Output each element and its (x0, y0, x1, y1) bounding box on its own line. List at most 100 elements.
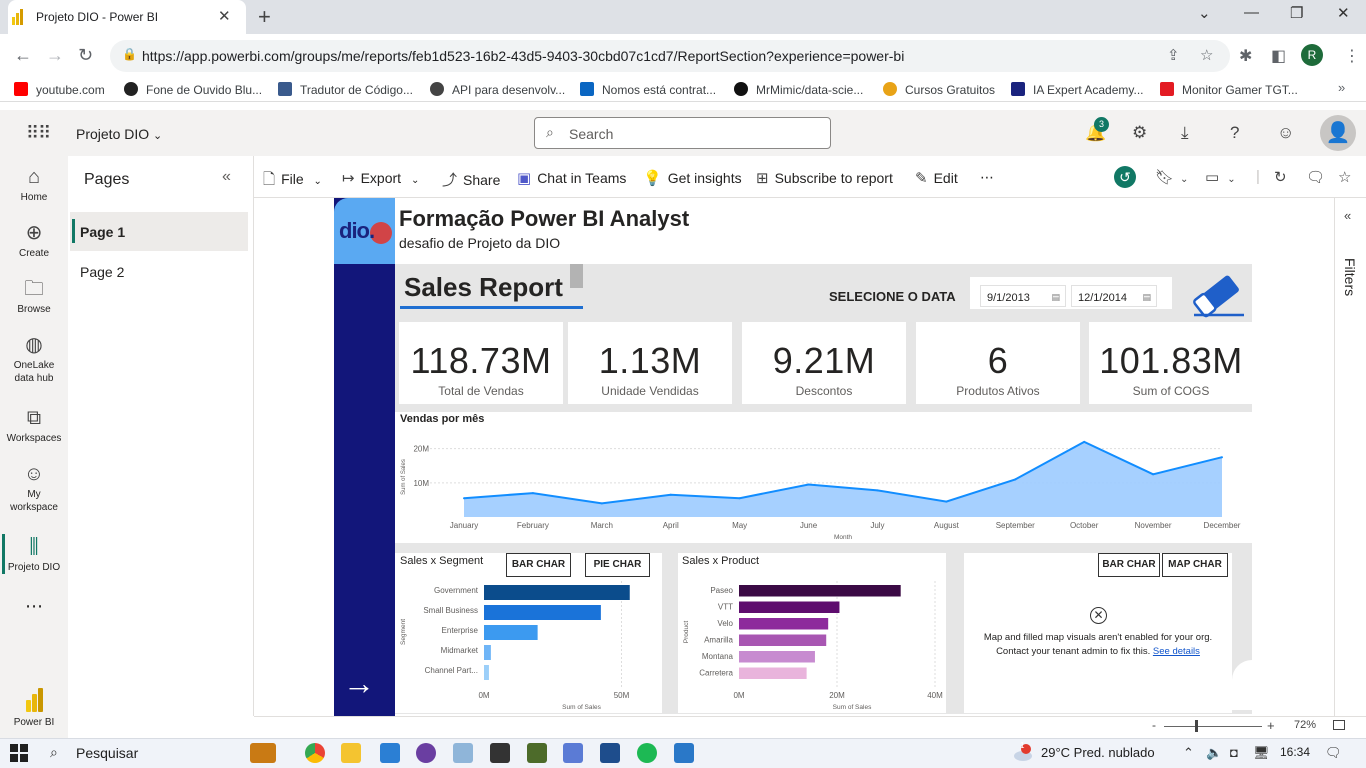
omnibox[interactable] (110, 40, 1230, 72)
network-icon[interactable]: 🖥 (1253, 745, 1270, 760)
workspace-title[interactable]: Projeto DIO ⌄ (76, 126, 163, 142)
app-launcher-icon[interactable]: ⠿⠿ (26, 123, 51, 143)
download-icon[interactable]: ⤓ (1181, 123, 1189, 142)
vscode-icon[interactable] (380, 743, 400, 763)
feedback-smiley-icon[interactable]: ☺ (1277, 123, 1295, 142)
page-tab-1-label[interactable]: Page 1 (80, 224, 126, 240)
bookmark-item[interactable]: youtube.com (14, 82, 105, 97)
nav-workspaces[interactable]: ⧉ Workspaces (0, 407, 68, 445)
github-desktop-icon[interactable] (416, 743, 436, 763)
bookmark-item[interactable]: IA Expert Academy... (1011, 82, 1144, 97)
windows-start-icon[interactable] (10, 744, 28, 762)
comment-icon[interactable]: 🗨 (1306, 169, 1326, 186)
more-options-icon[interactable]: ⋯ (980, 169, 994, 185)
page-tab-1[interactable] (70, 212, 248, 251)
zoom-slider-thumb[interactable] (1195, 720, 1198, 732)
search-icon[interactable]: ⌕ (50, 744, 58, 760)
next-page-arrow-icon[interactable]: → (343, 665, 375, 701)
nav-onelake[interactable]: ◍ OneLake data hub (0, 334, 68, 385)
close-tab-icon[interactable]: ✕ (218, 8, 231, 25)
subscribe-button[interactable]: ⊞ Subscribe to report (756, 170, 893, 187)
sales-by-segment-chart[interactable]: 0M 50M Government Small Business Enterprise M… (395, 577, 662, 713)
sql-icon[interactable] (600, 743, 620, 763)
eraser-clear-filters-icon[interactable] (1190, 270, 1248, 318)
page-tab-2[interactable]: Page 2 (80, 264, 125, 280)
date-end-input[interactable]: 12/1/2014 ▤ (1071, 285, 1157, 307)
share-button[interactable]: ⤴ Share (442, 172, 501, 189)
reset-icon[interactable]: ↺ (1114, 166, 1136, 188)
new-tab-icon[interactable]: + (258, 4, 271, 29)
zoom-in-icon[interactable]: + (1267, 718, 1275, 733)
bookmark-item[interactable]: API para desenvolv... (430, 82, 565, 97)
terminal-icon[interactable] (490, 743, 510, 763)
nav-browse[interactable]: 🗀 Browse (0, 278, 68, 316)
notepad-icon[interactable] (453, 743, 473, 763)
edit-button[interactable]: ✎ Edit (915, 170, 958, 187)
app-icon[interactable] (563, 743, 583, 763)
tray-expand-icon[interactable]: ⌃ (1183, 745, 1194, 760)
calendar-icon[interactable]: ▤ (1142, 292, 1151, 302)
bookmarks-overflow-icon[interactable]: » (1338, 80, 1346, 95)
map-chart-toggle-button[interactable]: MAP CHAR (1162, 553, 1228, 577)
nav-my-workspace[interactable]: ☺ My workspace (0, 463, 68, 514)
lock-icon[interactable]: 🔒 (122, 47, 137, 61)
bar-chart-toggle-button[interactable]: BAR CHAR (506, 553, 571, 577)
collapse-pane-icon[interactable]: « (222, 168, 231, 185)
bookmark-item[interactable]: Tradutor de Código... (278, 82, 413, 97)
back-icon[interactable]: ← (14, 45, 32, 65)
view-icon[interactable]: ▭ ⌄ (1205, 169, 1236, 186)
more-options-icon[interactable]: ⋯ (25, 596, 43, 616)
taskbar-search[interactable]: Pesquisar (76, 745, 139, 761)
bookmark-item[interactable]: Cursos Gratuitos (883, 82, 995, 97)
date-start-input[interactable]: 9/1/2013 ▤ (980, 285, 1066, 307)
bookmark-item[interactable]: Nomos está contrat... (580, 82, 716, 97)
bar-chart-toggle-button[interactable]: BAR CHAR (1098, 553, 1160, 577)
minecraft-icon[interactable] (527, 743, 547, 763)
see-details-link[interactable]: See details (1152, 646, 1200, 657)
user-avatar-icon[interactable]: 👤 (1320, 115, 1356, 151)
pie-chart-toggle-button[interactable]: PIE CHAR (585, 553, 650, 577)
expand-filters-icon[interactable]: « (1344, 208, 1352, 223)
file-menu[interactable]: 🗋 File ⌄ (263, 171, 322, 188)
extensions-icon[interactable]: ✱ (1239, 48, 1253, 65)
forward-icon[interactable]: → (46, 45, 64, 65)
nav-projeto-dio[interactable]: ⫼ Projeto DIO (0, 536, 68, 574)
file-explorer-icon[interactable] (341, 743, 361, 763)
browser-tab[interactable] (8, 0, 246, 34)
export-menu[interactable]: ↦ Export ⌄ (342, 170, 420, 187)
settings-gear-icon[interactable]: ⚙ (1132, 123, 1148, 142)
zoom-out-icon[interactable]: - (1152, 718, 1156, 732)
get-insights-button[interactable]: 💡 Get insights (643, 170, 742, 187)
camera-icon[interactable]: ◘ (1230, 745, 1238, 760)
url-text[interactable]: https://app.powerbi.com/groups/me/report… (142, 48, 905, 64)
refresh-icon[interactable]: ↻ (1274, 169, 1287, 186)
side-panel-icon[interactable]: ◧ (1271, 48, 1287, 65)
zoom-slider-track[interactable] (1164, 726, 1262, 727)
spotify-icon[interactable] (637, 743, 657, 763)
profile-avatar[interactable]: R (1301, 44, 1323, 66)
browser-menu-icon[interactable]: ⋮ (1344, 48, 1360, 65)
bookmark-icon[interactable]: 🔖︎ ⌄ (1155, 169, 1189, 186)
help-icon[interactable]: ? (1230, 123, 1240, 142)
calendar-icon[interactable]: ▤ (1051, 292, 1060, 302)
notifications-center-icon[interactable]: 🗨 (1325, 745, 1342, 760)
bookmark-item[interactable]: MrMimic/data-scie... (734, 82, 863, 97)
reload-icon[interactable]: ↻ (78, 45, 94, 65)
fit-to-page-icon[interactable] (1333, 720, 1345, 730)
share-page-icon[interactable]: ⇪ (1167, 47, 1180, 64)
minimize-icon[interactable]: — (1244, 4, 1259, 21)
clock[interactable]: 16:34 (1280, 745, 1311, 759)
sales-by-product-chart[interactable]: 0M 20M 40M Paseo VTT Velo Amarilla Montana Carre… (678, 577, 946, 713)
filters-label[interactable]: Filters (1342, 258, 1358, 297)
sales-by-month-chart[interactable]: 10M 20M January February March April May June Ju… (395, 425, 1252, 543)
restore-icon[interactable]: ❐ (1290, 5, 1304, 22)
photos-icon[interactable] (674, 743, 694, 763)
volume-icon[interactable]: 🔈 (1206, 745, 1223, 760)
favorite-star-icon[interactable]: ☆ (1338, 169, 1352, 186)
search-input[interactable] (534, 117, 831, 149)
bookmark-item[interactable]: Fone de Ouvido Blu... (124, 82, 262, 97)
chrome-app-icon[interactable] (305, 743, 325, 763)
weather-text[interactable]: 29°C Pred. nublado (1041, 745, 1155, 760)
bookmark-star-icon[interactable]: ☆ (1200, 47, 1214, 64)
window-close-icon[interactable]: ✕ (1337, 5, 1350, 22)
